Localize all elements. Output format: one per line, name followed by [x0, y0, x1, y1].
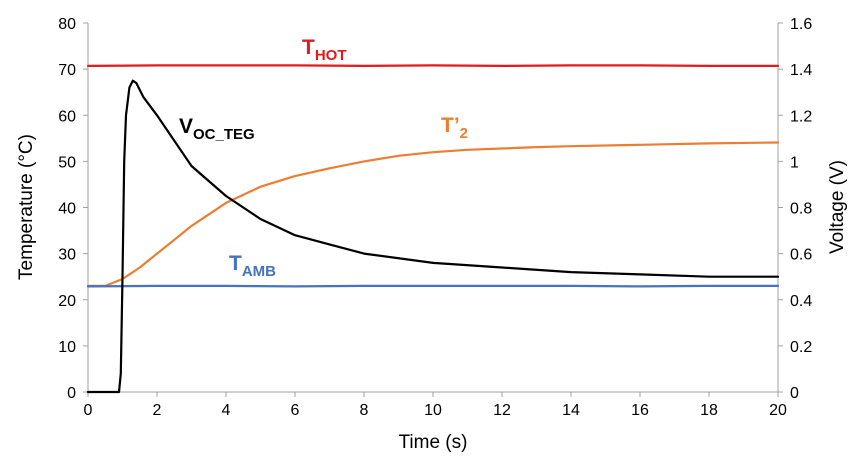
- x-tick-label: 18: [700, 402, 718, 419]
- x-tick-label: 20: [769, 402, 787, 419]
- y-left-tick-labels: 0 10 20 30 40 50 60 70 80: [58, 16, 88, 402]
- series-line-t-amb: [86, 284, 780, 288]
- y-axis-right-title: Voltage (V): [827, 160, 848, 254]
- axes: [87, 23, 779, 393]
- x-tick-label: 10: [424, 402, 442, 419]
- y-right-tick-label: 0: [790, 385, 799, 402]
- x-tick-label: 8: [360, 402, 369, 419]
- series-label-t-amb: TAMB: [229, 252, 276, 280]
- y-right-tick-label: 1.2: [790, 108, 812, 125]
- x-tick-label: 14: [562, 402, 580, 419]
- y-right-tick-label: 0.4: [790, 293, 812, 310]
- y-left-tick-label: 40: [58, 201, 76, 218]
- y-right-tick-label: 1: [790, 154, 799, 171]
- x-axis-title: Time (s): [399, 432, 468, 453]
- x-tick-labels: 0 2 4 6 8 10 12 14 16 18 20: [84, 392, 787, 419]
- x-tick-label: 4: [222, 402, 231, 419]
- y-left-tick-label: 50: [58, 154, 76, 171]
- y-left-tick-label: 80: [58, 16, 76, 33]
- series-labels: THOT T’2 TAMB VOC_TEG: [179, 36, 468, 280]
- x-tick-label: 2: [153, 402, 162, 419]
- series-line-t-2: [86, 141, 780, 287]
- y-axis-left-title: Temperature (°C): [16, 134, 37, 280]
- series-label-v-oc-teg: VOC_TEG: [179, 115, 255, 143]
- x-tick-label: 16: [631, 402, 649, 419]
- x-tick-label: 6: [291, 402, 300, 419]
- y-left-tick-label: 0: [67, 385, 76, 402]
- y-right-tick-label: 0.8: [790, 201, 812, 218]
- series-lines: [86, 64, 780, 394]
- y-right-tick-label: 1.4: [790, 62, 812, 79]
- y-left-tick-label: 20: [58, 293, 76, 310]
- series-line-t-hot: [86, 64, 780, 68]
- series-label-t-2: T’2: [441, 114, 468, 142]
- y-right-tick-label: 0.6: [790, 247, 812, 264]
- y-right-tick-label: 1.6: [790, 16, 812, 33]
- y-left-tick-label: 60: [58, 108, 76, 125]
- y-right-tick-label: 0.2: [790, 339, 812, 356]
- y-left-tick-label: 30: [58, 247, 76, 264]
- series-label-t-hot: THOT: [302, 36, 347, 64]
- x-tick-label: 0: [84, 402, 93, 419]
- x-tick-label: 12: [493, 402, 511, 419]
- y-left-tick-label: 70: [58, 62, 76, 79]
- y-right-tick-labels: 0 0.2 0.4 0.6 0.8 1 1.2 1.4 1.6: [778, 16, 812, 402]
- y-left-tick-label: 10: [58, 339, 76, 356]
- series-line-v-oc-teg: [86, 79, 780, 394]
